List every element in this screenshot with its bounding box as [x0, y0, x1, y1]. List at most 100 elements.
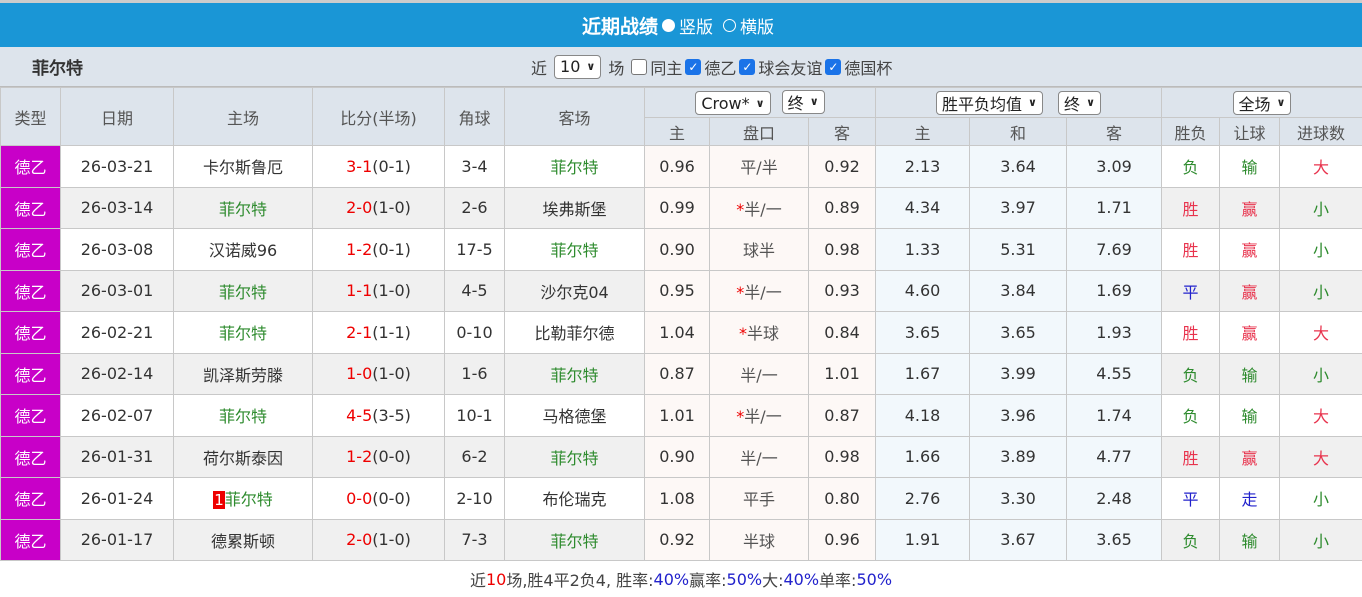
date-cell-text: 26-03-14 [81, 198, 154, 217]
team-name: 菲尔特 [32, 54, 83, 79]
ah-line: 半/一 [744, 407, 781, 426]
home-team-cell[interactable]: 1菲尔特 [174, 478, 313, 520]
score-cell[interactable]: 1-2(0-1) [313, 229, 445, 271]
home-team-name[interactable]: 荷尔斯泰因 [203, 449, 283, 468]
away-team-cell[interactable]: 布伦瑞克 [505, 478, 645, 520]
away-team-name[interactable]: 埃弗斯堡 [542, 200, 606, 219]
score-cell[interactable]: 0-0(0-0) [313, 478, 445, 520]
corner-cell-text: 6-2 [461, 447, 487, 466]
away-team-name[interactable]: 沙尔克04 [540, 283, 608, 302]
away-team-cell[interactable]: 菲尔特 [505, 436, 645, 478]
match-count-select[interactable]: 10∨ [554, 55, 601, 79]
away-team-cell[interactable]: 沙尔克04 [505, 270, 645, 312]
ah-result-cell-text: 输 [1242, 532, 1258, 551]
away-team-cell[interactable]: 菲尔特 [505, 229, 645, 271]
away-team-name[interactable]: 比勒菲尔德 [534, 324, 614, 343]
home-team-name[interactable]: 德累斯顿 [211, 532, 275, 551]
home-team-name[interactable]: 菲尔特 [219, 283, 267, 302]
corner-cell: 4-5 [445, 270, 505, 312]
scope-select[interactable]: 全场∨ [1233, 91, 1292, 115]
option-horizontal-label[interactable]: 横版 [740, 13, 774, 38]
league-cell-text: 德乙 [14, 449, 46, 468]
chevron-down-icon: ∨ [1028, 96, 1037, 109]
date-cell-text: 26-03-08 [81, 240, 154, 259]
away-team-name[interactable]: 菲尔特 [550, 158, 598, 177]
option-vertical-label[interactable]: 竖版 [679, 13, 713, 38]
home-team-name[interactable]: 菲尔特 [219, 324, 267, 343]
eu-home-odds: 2.13 [876, 146, 970, 188]
score-cell[interactable]: 2-0(1-0) [313, 187, 445, 229]
score-cell[interactable]: 1-2(0-0) [313, 436, 445, 478]
home-team-name[interactable]: 卡尔斯鲁厄 [203, 158, 283, 177]
score-cell[interactable]: 4-5(3-5) [313, 395, 445, 437]
away-team-name[interactable]: 菲尔特 [550, 366, 598, 385]
home-team-cell[interactable]: 菲尔特 [174, 270, 313, 312]
league-cell: 德乙 [1, 436, 61, 478]
eu-away-odds-text: 3.65 [1096, 530, 1132, 549]
home-team-cell[interactable]: 凯泽斯劳滕 [174, 353, 313, 395]
home-team-cell[interactable]: 菲尔特 [174, 187, 313, 229]
goals-result-cell-text: 大 [1313, 158, 1329, 177]
eu-company-select[interactable]: 胜平负均值∨ [936, 91, 1043, 115]
away-team-cell[interactable]: 马格德堡 [505, 395, 645, 437]
score-cell[interactable]: 1-0(1-0) [313, 353, 445, 395]
league-cell: 德乙 [1, 478, 61, 520]
summary-text: 场,胜4平2负4, 胜率: [506, 567, 653, 591]
score-cell[interactable]: 1-1(1-0) [313, 270, 445, 312]
away-team-cell[interactable]: 菲尔特 [505, 146, 645, 188]
ah-line-cell: *半/一 [710, 270, 809, 312]
home-team-cell[interactable]: 菲尔特 [174, 395, 313, 437]
corner-cell: 7-3 [445, 519, 505, 561]
away-team-name[interactable]: 布伦瑞克 [542, 490, 606, 509]
home-team-cell[interactable]: 德累斯顿 [174, 519, 313, 561]
home-team-name[interactable]: 凯泽斯劳滕 [203, 366, 283, 385]
away-team-cell[interactable]: 埃弗斯堡 [505, 187, 645, 229]
ah-line-cell: *半/一 [710, 395, 809, 437]
away-team-name[interactable]: 菲尔特 [550, 449, 598, 468]
home-team-cell[interactable]: 卡尔斯鲁厄 [174, 146, 313, 188]
checkbox-league[interactable]: ✓ [685, 59, 701, 75]
ah-home-odds-text: 0.90 [659, 240, 695, 259]
away-team-cell[interactable]: 菲尔特 [505, 519, 645, 561]
home-team-cell[interactable]: 汉诺威96 [174, 229, 313, 271]
ah-company-select[interactable]: Crow*∨ [695, 91, 770, 115]
checkbox-cup[interactable]: ✓ [825, 59, 841, 75]
result-cell: 负 [1162, 395, 1220, 437]
home-team-cell[interactable]: 荷尔斯泰因 [174, 436, 313, 478]
chevron-down-icon: ∨ [810, 95, 819, 108]
checkbox-same-home[interactable] [631, 59, 647, 75]
away-team-cell[interactable]: 菲尔特 [505, 353, 645, 395]
checkbox-friendly[interactable]: ✓ [739, 59, 755, 75]
away-team-name[interactable]: 马格德堡 [542, 407, 606, 426]
eu-home-odds: 4.34 [876, 187, 970, 229]
ah-away-odds-text: 0.98 [824, 240, 860, 259]
radio-horizontal[interactable] [723, 19, 736, 32]
score-cell[interactable]: 2-0(1-0) [313, 519, 445, 561]
away-team-cell[interactable]: 比勒菲尔德 [505, 312, 645, 354]
home-team-name[interactable]: 菲尔特 [219, 407, 267, 426]
home-team-name[interactable]: 菲尔特 [225, 490, 273, 509]
ah-result-cell: 输 [1220, 353, 1280, 395]
score-cell[interactable]: 2-1(1-1) [313, 312, 445, 354]
eu-time-select[interactable]: 终∨ [1058, 91, 1101, 115]
result-cell: 负 [1162, 353, 1220, 395]
away-team-name[interactable]: 菲尔特 [550, 241, 598, 260]
home-team-name[interactable]: 汉诺威96 [209, 241, 277, 260]
goals-result-cell-text: 小 [1313, 200, 1329, 219]
ah-time-select[interactable]: 终∨ [782, 90, 825, 114]
home-team-cell[interactable]: 菲尔特 [174, 312, 313, 354]
radio-vertical[interactable] [662, 19, 675, 32]
score-cell[interactable]: 3-1(0-1) [313, 146, 445, 188]
home-team-name[interactable]: 菲尔特 [219, 200, 267, 219]
away-team-name[interactable]: 菲尔特 [550, 532, 598, 551]
